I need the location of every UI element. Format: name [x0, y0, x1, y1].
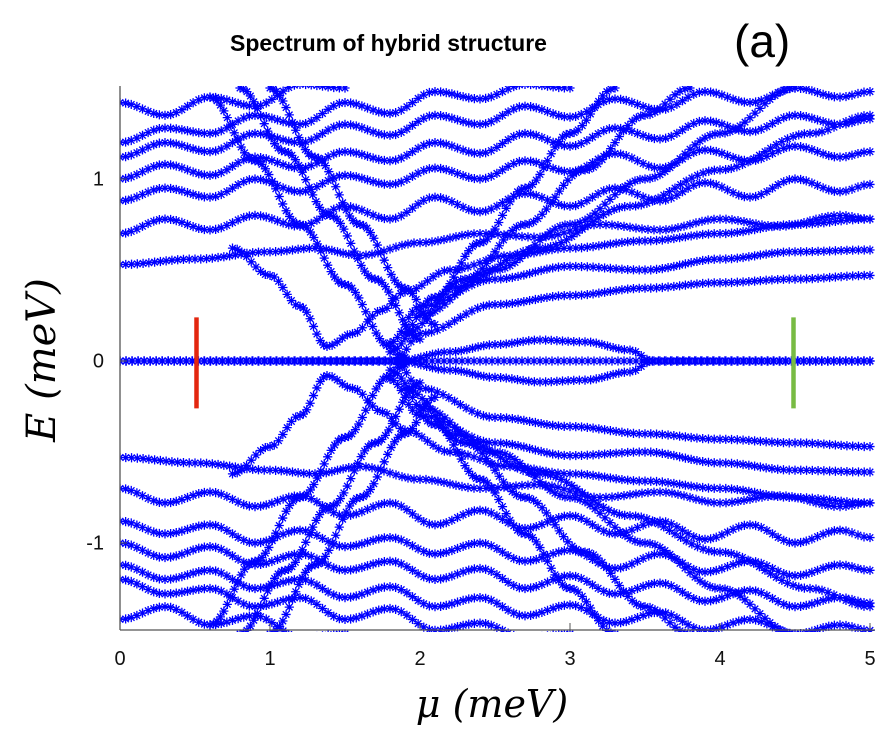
y-axis-label: E (meV) [19, 278, 65, 442]
annotation-layer [194, 317, 796, 409]
series-diag-down-1-positive [205, 92, 410, 362]
series-split-lens-negative [120, 356, 875, 387]
series-band-k-negative [120, 574, 574, 632]
series-diag-down-1-negative [205, 360, 410, 630]
y-tick-label: -1 [86, 532, 104, 555]
series-band-l-negative [120, 602, 349, 632]
series-diag-down-2-negative [236, 378, 425, 632]
series-diag-up-2-negative [400, 383, 694, 632]
x-tick-label: 0 [114, 648, 126, 670]
series-diag-down-3-positive [265, 86, 440, 330]
series-diag-down-3-negative [266, 392, 440, 632]
series-band-h-positive [120, 141, 875, 206]
y-tick-label: 0 [92, 350, 104, 373]
x-tick-label: 1 [264, 648, 276, 670]
series-band-l-positive [120, 86, 350, 120]
series-layer [120, 86, 875, 632]
x-tick-label: 5 [864, 648, 876, 670]
tick-marks [119, 178, 871, 630]
series-diag-up-3-positive [415, 86, 800, 321]
series-diag-up-3-negative [415, 401, 799, 632]
series-diag-down-2-positive [235, 86, 425, 344]
x-tick-label: 2 [414, 648, 426, 670]
series-diag-up-2-positive [400, 86, 695, 339]
y-tick-label: 1 [92, 168, 104, 191]
series-diag-up-4-negative [445, 429, 875, 612]
chart-title: Spectrum of hybrid structure [230, 30, 547, 56]
x-tick-label: 3 [564, 648, 576, 670]
series-band-h-negative [120, 516, 875, 581]
series-diag-up-4-positive [445, 110, 875, 293]
x-axis-label: μ (meV) [415, 682, 569, 726]
panel-label: (a) [734, 15, 791, 67]
x-tick-label: 4 [714, 648, 726, 670]
series-band-k-positive [120, 86, 575, 148]
